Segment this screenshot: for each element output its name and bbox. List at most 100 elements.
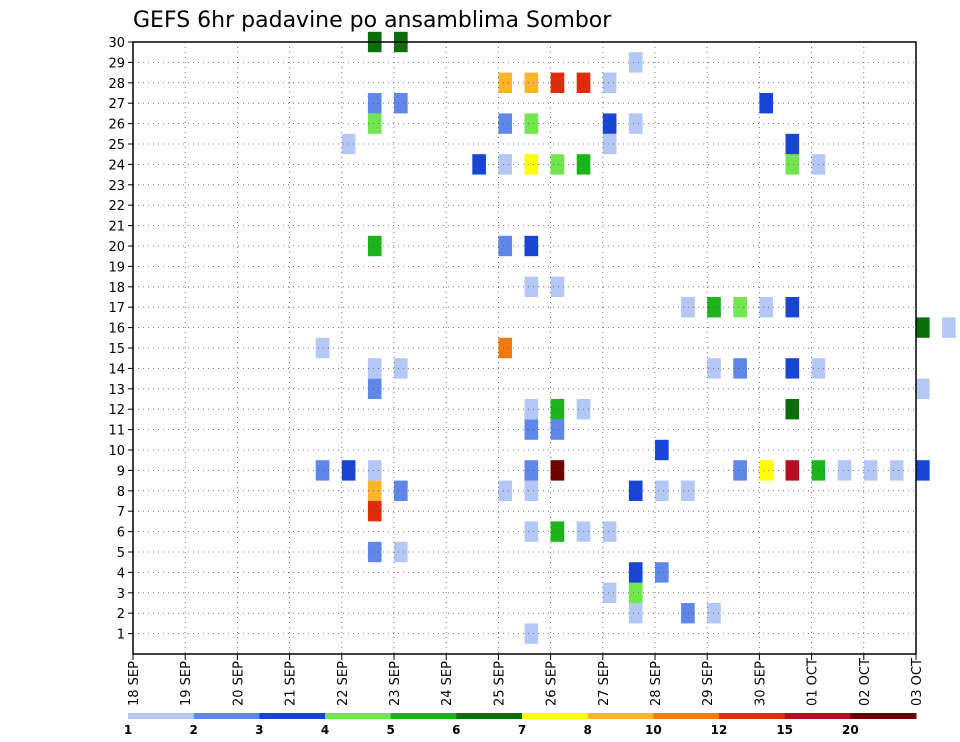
precip-cell xyxy=(942,317,956,338)
colorbar-label: 10 xyxy=(645,723,662,737)
y-tick-label: 27 xyxy=(108,97,125,112)
precip-cell xyxy=(394,358,408,379)
y-tick-label: 15 xyxy=(108,342,125,357)
precip-cell xyxy=(707,603,721,624)
colorbar-label: 6 xyxy=(452,723,460,737)
x-tick-label: 01 OCT xyxy=(806,658,821,706)
colorbar-swatch xyxy=(128,713,195,719)
y-tick-label: 10 xyxy=(108,444,125,459)
precip-cell xyxy=(498,113,513,134)
precip-cell xyxy=(863,460,878,481)
y-tick-label: 18 xyxy=(108,281,125,296)
y-tick-label: 9 xyxy=(117,464,125,479)
colorbar-swatch xyxy=(719,713,786,719)
x-tick-label: 18 SEP xyxy=(127,661,142,706)
precip-cell xyxy=(367,235,382,257)
precip-cell xyxy=(367,358,382,379)
precip-cell xyxy=(550,72,565,93)
x-tick-label: 29 SEP xyxy=(701,661,716,706)
x-tick-label: 03 OCT xyxy=(910,658,925,706)
precip-cell xyxy=(524,623,539,644)
colorbar-label: 8 xyxy=(583,723,591,737)
precip-cell xyxy=(315,337,330,359)
y-tick-label: 26 xyxy=(108,118,125,133)
precip-cell xyxy=(524,480,539,501)
precip-cell xyxy=(916,317,930,338)
y-tick-label: 21 xyxy=(108,220,125,235)
precip-cell xyxy=(550,460,565,481)
x-tick-label: 20 SEP xyxy=(231,661,246,706)
precip-cell xyxy=(785,399,800,420)
precip-cell xyxy=(524,460,539,481)
precip-cell xyxy=(367,93,382,114)
precip-cell xyxy=(498,235,513,257)
precip-cell xyxy=(602,133,617,155)
precip-cell xyxy=(524,399,539,420)
precip-cell xyxy=(498,480,513,501)
y-tick-label: 12 xyxy=(108,403,125,418)
precip-cell xyxy=(916,378,930,399)
precip-cell xyxy=(602,521,617,542)
colorbar-swatch xyxy=(587,713,654,719)
precip-cell xyxy=(367,378,382,399)
y-tick-label: 4 xyxy=(117,566,125,581)
x-tick-label: 19 SEP xyxy=(179,661,194,706)
precip-cell xyxy=(367,460,382,481)
precip-cell xyxy=(524,521,539,542)
y-axis-members: 1234567891011121314151617181920212223242… xyxy=(108,36,133,643)
x-tick-label: 28 SEP xyxy=(649,661,664,706)
colorbar-label: 1 xyxy=(124,723,132,737)
precip-cell xyxy=(733,460,747,481)
precip-cell xyxy=(498,72,513,93)
y-tick-label: 22 xyxy=(108,199,125,214)
x-tick-label: 27 SEP xyxy=(597,661,612,706)
precip-cell xyxy=(655,562,669,583)
precip-cell xyxy=(524,154,539,175)
precip-cell xyxy=(628,52,643,73)
x-tick-label: 26 SEP xyxy=(545,661,560,706)
precip-cell xyxy=(785,297,800,318)
y-tick-label: 25 xyxy=(108,138,125,153)
precip-cell xyxy=(628,603,643,624)
precip-cell xyxy=(550,154,565,175)
colorbar-label: 5 xyxy=(386,723,394,737)
y-tick-label: 24 xyxy=(108,158,125,173)
precip-cell xyxy=(524,419,539,440)
precip-cell xyxy=(628,582,643,603)
colorbar-swatch xyxy=(653,713,720,719)
x-tick-label: 25 SEP xyxy=(492,661,507,706)
colorbar-swatch xyxy=(325,713,392,719)
y-tick-label: 17 xyxy=(108,301,125,316)
y-tick-label: 29 xyxy=(108,56,125,71)
precip-cell xyxy=(681,297,695,318)
x-tick-label: 22 SEP xyxy=(336,661,351,706)
precip-cell xyxy=(602,582,617,603)
precip-cell xyxy=(602,113,617,134)
precip-cell xyxy=(367,541,382,563)
precip-cell xyxy=(367,501,382,522)
y-tick-label: 2 xyxy=(117,607,125,622)
colorbar-legend: 1 2 3 4 5 6 7 8 10 12 15 20 xyxy=(124,713,917,737)
colorbar-label: 3 xyxy=(255,723,263,737)
precip-cell xyxy=(394,541,408,563)
precip-cell xyxy=(550,521,565,542)
precip-cell xyxy=(550,399,565,420)
y-tick-label: 30 xyxy=(108,36,125,51)
colorbar-label: 2 xyxy=(189,723,197,737)
colorbar-label: 12 xyxy=(711,723,728,737)
colorbar-swatch xyxy=(259,713,326,719)
precip-cell xyxy=(707,358,721,379)
colorbar-label: 4 xyxy=(321,723,329,737)
precip-cell xyxy=(367,113,382,134)
y-tick-label: 3 xyxy=(117,587,125,602)
precip-cell xyxy=(550,276,565,297)
precip-cell xyxy=(785,154,800,175)
precip-cell xyxy=(785,358,800,379)
y-tick-label: 23 xyxy=(108,179,125,194)
x-tick-label: 23 SEP xyxy=(388,661,403,706)
y-tick-label: 7 xyxy=(117,505,125,520)
precip-cell xyxy=(759,93,774,114)
y-tick-label: 14 xyxy=(108,362,125,377)
precip-cell xyxy=(394,480,408,501)
colorbar-label: 20 xyxy=(842,723,859,737)
